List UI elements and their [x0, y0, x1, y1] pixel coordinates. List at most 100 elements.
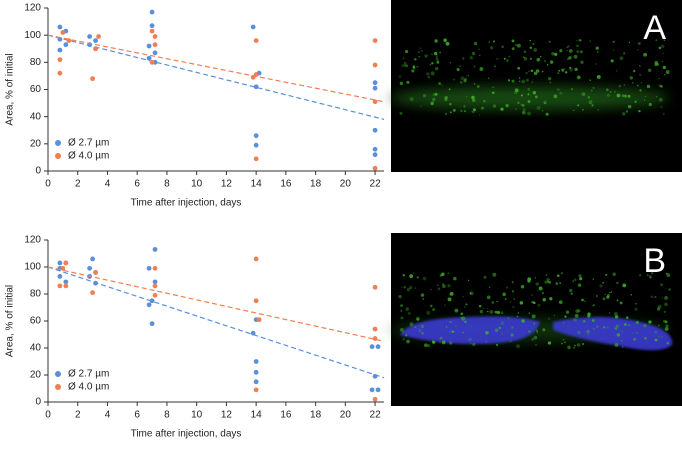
- speckle: [573, 344, 576, 347]
- speckle: [593, 304, 596, 307]
- speckle: [545, 112, 549, 116]
- speckle: [523, 57, 528, 61]
- speckle: [472, 342, 476, 347]
- speckle: [427, 76, 431, 79]
- speckle: [597, 109, 599, 111]
- data-point: [146, 302, 152, 308]
- speckle: [461, 316, 466, 321]
- speckle: [449, 111, 452, 114]
- data-point: [253, 256, 259, 262]
- data-point: [63, 260, 69, 266]
- y-tick-label: 80: [30, 57, 42, 68]
- speckle: [553, 94, 558, 99]
- speckle: [543, 102, 546, 105]
- x-tick-label: 0: [45, 179, 51, 190]
- speckle: [649, 277, 651, 279]
- speckle: [580, 50, 583, 54]
- speckle: [433, 51, 438, 56]
- speckle: [439, 338, 441, 340]
- data-point: [87, 34, 93, 39]
- speckle: [663, 310, 666, 313]
- speckle: [416, 65, 419, 68]
- speckle: [587, 96, 591, 99]
- speckle: [521, 110, 526, 115]
- speckle: [535, 69, 540, 73]
- data-point: [57, 24, 63, 30]
- micrograph-a: [390, 0, 682, 172]
- speckle: [435, 55, 438, 59]
- data-point: [63, 283, 69, 289]
- speckle: [602, 297, 606, 301]
- speckle: [472, 108, 476, 112]
- speckle: [469, 56, 473, 60]
- speckle: [559, 282, 562, 285]
- speckle: [595, 63, 597, 65]
- speckle: [660, 283, 663, 287]
- legend-label: Ø 4.0 µm: [68, 151, 109, 162]
- data-point: [152, 283, 158, 289]
- speckle: [496, 310, 500, 315]
- speckle: [605, 273, 608, 277]
- speckle: [471, 98, 476, 103]
- speckle: [465, 303, 468, 306]
- speckle: [467, 279, 470, 282]
- speckle: [487, 77, 490, 79]
- trend-line: [47, 34, 385, 120]
- x-tick-label: 18: [310, 410, 322, 421]
- speckle: [414, 287, 417, 289]
- speckle: [525, 71, 528, 75]
- speckle: [635, 331, 638, 334]
- speckle: [591, 89, 593, 92]
- speckle: [635, 320, 640, 325]
- data-point: [372, 165, 378, 171]
- speckle: [409, 322, 414, 327]
- speckle: [498, 326, 501, 330]
- speckle: [453, 276, 457, 281]
- speckle: [650, 295, 654, 298]
- speckle: [633, 337, 637, 341]
- speckle: [615, 327, 618, 330]
- speckle: [439, 51, 442, 54]
- speckle: [541, 291, 545, 295]
- trend-line: [47, 266, 385, 342]
- speckle: [516, 344, 520, 349]
- x-tick-label: 18: [310, 179, 322, 190]
- speckle: [459, 80, 463, 84]
- speckle: [625, 110, 629, 113]
- speckle: [478, 304, 482, 308]
- speckle: [621, 94, 625, 98]
- speckle: [531, 294, 533, 296]
- speckle: [658, 97, 663, 102]
- speckle: [616, 281, 619, 284]
- speckle: [448, 331, 451, 333]
- speckle: [639, 89, 642, 92]
- speckle: [424, 343, 428, 347]
- speckle: [555, 281, 558, 284]
- speckle: [569, 66, 572, 69]
- speckle: [460, 316, 463, 319]
- speckle: [541, 110, 544, 112]
- speckle: [452, 78, 456, 81]
- speckle: [621, 339, 623, 342]
- speckle: [557, 72, 559, 74]
- speckle: [462, 331, 464, 334]
- speckle: [548, 317, 551, 320]
- speckle: [575, 309, 580, 313]
- data-point: [57, 283, 63, 289]
- x-tick-label: 22: [370, 410, 382, 421]
- speckle: [542, 298, 546, 302]
- speckle: [665, 324, 669, 328]
- speckle: [439, 341, 441, 343]
- speckle: [496, 57, 499, 60]
- speckle: [619, 301, 623, 305]
- data-point: [149, 9, 155, 15]
- speckle: [431, 62, 434, 65]
- speckle: [568, 49, 573, 53]
- speckle: [606, 93, 611, 97]
- speckle: [576, 50, 580, 54]
- speckle: [535, 329, 538, 332]
- speckle: [610, 291, 613, 293]
- speckle: [426, 72, 430, 76]
- speckle: [513, 298, 516, 300]
- speckle: [551, 51, 555, 56]
